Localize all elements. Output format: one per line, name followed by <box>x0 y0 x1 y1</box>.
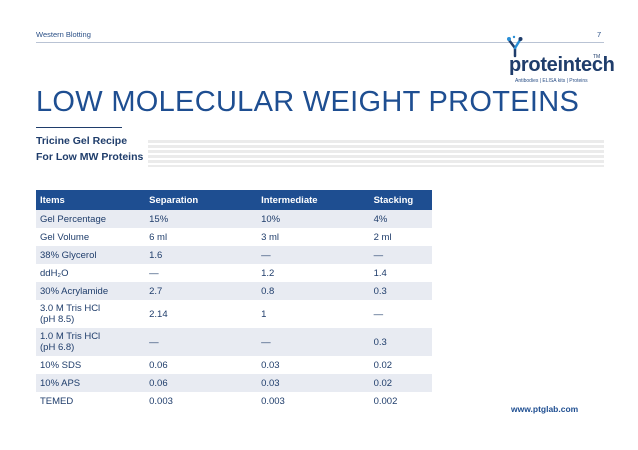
header-intermediate: Intermediate <box>257 190 370 210</box>
table-row: 38% Glycerol 1.6 — — <box>36 246 432 264</box>
row-separation: 2.14 <box>145 300 258 328</box>
row-stacking: 2 ml <box>369 228 432 246</box>
page-title: LOW MOLECULAR WEIGHT PROTEINS <box>36 86 580 118</box>
row-intermediate: 0.03 <box>257 374 370 392</box>
table-row: Gel Volume 6 ml 3 ml 2 ml <box>36 228 432 246</box>
table-row: TEMED 0.003 0.003 0.002 <box>36 392 432 410</box>
subtitle-rule <box>36 127 122 128</box>
tricine-gel-recipe-table: Items Separation Intermediate Stacking G… <box>36 190 432 410</box>
row-item-line-2: (pH 6.8) <box>40 342 75 353</box>
row-separation: 1.6 <box>145 246 258 264</box>
row-separation: 2.7 <box>145 282 258 300</box>
table-header-row: Items Separation Intermediate Stacking <box>36 190 432 210</box>
table-row: 30% Acrylamide 2.7 0.8 0.3 <box>36 282 432 300</box>
row-intermediate: 0.03 <box>257 356 370 374</box>
row-item-line-2: (pH 8.5) <box>40 314 75 325</box>
row-item: 38% Glycerol <box>36 246 146 264</box>
row-separation: 0.06 <box>145 374 258 392</box>
subtitle-line-1: Tricine Gel Recipe <box>36 135 128 147</box>
row-intermediate: 1.2 <box>257 264 370 282</box>
row-item: TEMED <box>36 392 146 410</box>
recipe-subtitle: Tricine Gel Recipe For Low MW Proteins <box>36 133 143 165</box>
subtitle-line-2: For Low MW Proteins <box>36 151 144 163</box>
row-item-line-1: 3.0 M Tris HCl <box>40 303 101 314</box>
website-link[interactable]: www.ptglab.com <box>511 404 579 414</box>
row-intermediate: — <box>257 246 370 264</box>
decorative-stripes <box>148 140 604 167</box>
header-items: Items <box>36 190 146 210</box>
row-item: 10% SDS <box>36 356 146 374</box>
row-intermediate: 3 ml <box>257 228 370 246</box>
row-item: 10% APS <box>36 374 146 392</box>
row-separation: — <box>145 328 258 356</box>
row-stacking: 0.3 <box>369 328 432 356</box>
row-separation: 0.003 <box>145 392 258 410</box>
header-stacking: Stacking <box>369 190 432 210</box>
page-number: 7 <box>597 30 602 39</box>
row-intermediate: 0.003 <box>257 392 370 410</box>
row-item: 1.0 M Tris HCl (pH 6.8) <box>36 328 146 356</box>
row-item: ddH₂O <box>36 264 146 282</box>
row-item: Gel Volume <box>36 228 146 246</box>
table-row: 3.0 M Tris HCl (pH 8.5) 2.14 1 — <box>36 300 432 328</box>
header-divider <box>36 42 604 43</box>
table-row: 10% SDS 0.06 0.03 0.02 <box>36 356 432 374</box>
table-row: 1.0 M Tris HCl (pH 6.8) — — 0.3 <box>36 328 432 356</box>
row-separation: — <box>145 264 258 282</box>
logo-wordmark: proteintech <box>509 54 615 76</box>
row-item: 3.0 M Tris HCl (pH 8.5) <box>36 300 146 328</box>
header-separation: Separation <box>145 190 258 210</box>
row-stacking: 0.3 <box>369 282 432 300</box>
row-stacking: 0.002 <box>369 392 432 410</box>
logo-tagline: Antibodies | ELISA kits | Proteins <box>515 78 588 84</box>
antibody-logo-icon <box>507 35 523 58</box>
row-item: 30% Acrylamide <box>36 282 146 300</box>
row-stacking: 0.02 <box>369 374 432 392</box>
table-row: Gel Percentage 15% 10% 4% <box>36 210 432 228</box>
row-separation: 6 ml <box>145 228 258 246</box>
row-item: Gel Percentage <box>36 210 146 228</box>
row-stacking: — <box>369 300 432 328</box>
row-stacking: — <box>369 246 432 264</box>
row-stacking: 4% <box>369 210 432 228</box>
row-separation: 0.06 <box>145 356 258 374</box>
header-section-label: Western Blotting <box>36 30 91 39</box>
row-intermediate: 1 <box>257 300 370 328</box>
row-item-line-1: 1.0 M Tris HCl <box>40 331 101 342</box>
row-stacking: 0.02 <box>369 356 432 374</box>
row-intermediate: — <box>257 328 370 356</box>
row-separation: 15% <box>145 210 258 228</box>
row-intermediate: 10% <box>257 210 370 228</box>
logo-trademark: TM <box>593 54 601 60</box>
proteintech-logo: proteintech TM Antibodies | ELISA kits |… <box>495 34 615 86</box>
table-row: ddH₂O — 1.2 1.4 <box>36 264 432 282</box>
table-row: 10% APS 0.06 0.03 0.02 <box>36 374 432 392</box>
row-stacking: 1.4 <box>369 264 432 282</box>
row-intermediate: 0.8 <box>257 282 370 300</box>
